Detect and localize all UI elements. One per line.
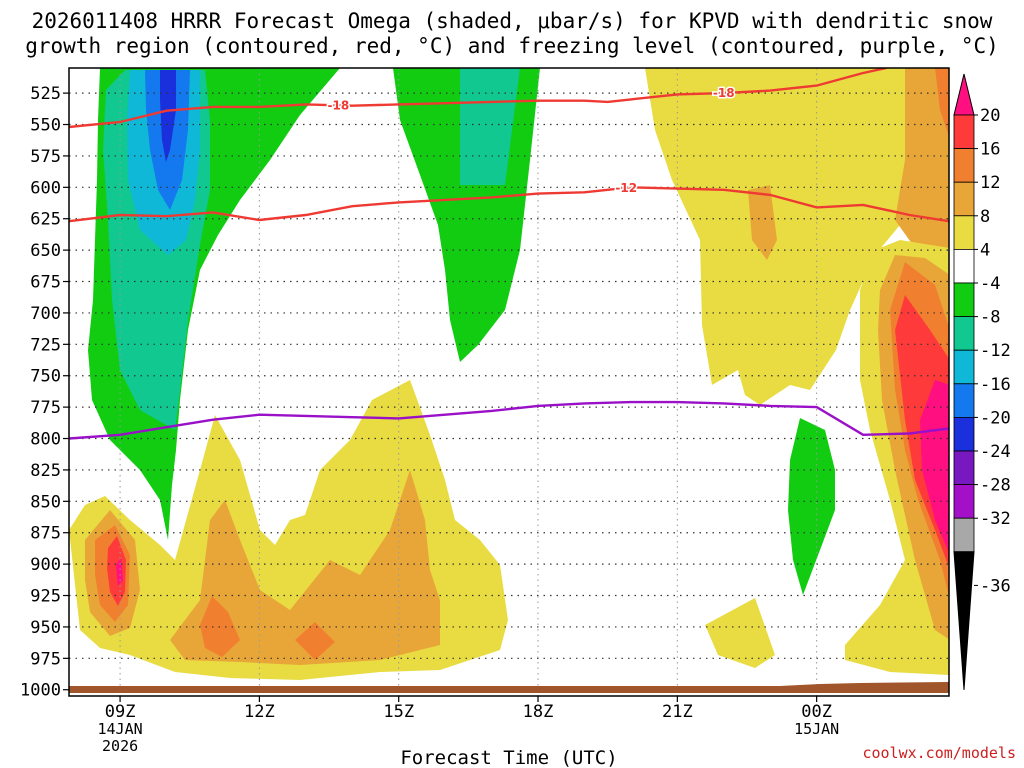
omega-region-gold-upper-east <box>748 185 777 260</box>
omega-shading <box>69 68 949 680</box>
y-tick-label: 750 <box>30 367 61 387</box>
y-axis: 525 550 575 600 625 650 675 700 725 750 775 800 825 8… <box>20 84 69 701</box>
omega-region-yellow-small-east <box>705 598 775 668</box>
colorbar-swatch-1 <box>953 114 975 149</box>
ground-terrain-rise <box>780 682 949 686</box>
x-tick-label: 00Z <box>801 702 832 722</box>
omega-region-orange-low2 <box>200 596 240 657</box>
colorbar-label: 8 <box>980 207 990 227</box>
y-tick-label: 625 <box>30 210 61 230</box>
colorbar-swatch-7 <box>953 316 975 351</box>
y-tick-label: 850 <box>30 492 61 512</box>
colorbar-label: -24 <box>980 442 1011 462</box>
y-tick-label: 575 <box>30 147 61 167</box>
contour-label: -18 <box>327 98 349 112</box>
y-tick-label: 800 <box>30 430 61 450</box>
colorbar-swatch-grey <box>953 517 975 553</box>
contour-line-0 <box>69 68 887 129</box>
plot-frame <box>68 67 950 697</box>
y-tick-label: 550 <box>30 116 61 136</box>
y-tick-label: 925 <box>30 587 61 607</box>
x-tick-date: 15JAN <box>794 720 839 738</box>
y-tick-label: 675 <box>30 273 61 293</box>
colorbar-label: -8 <box>980 308 1000 328</box>
colorbar-swatch-6 <box>953 282 975 317</box>
colorbar-label: -16 <box>980 375 1011 395</box>
omega-region-gold-mid <box>170 470 440 665</box>
colorbar-swatch-4 <box>953 215 975 250</box>
colorbar-label: -32 <box>980 509 1011 529</box>
omega-region-orange-top-right <box>935 68 949 137</box>
colorbar-label: -4 <box>980 274 1000 294</box>
x-tick-label: 09Z <box>105 702 136 722</box>
credit-text: coolwx.com/models <box>862 744 1016 762</box>
colorbar-label: -28 <box>980 476 1011 496</box>
colorbar-swatch-8 <box>953 349 975 385</box>
x-tick-date: 14JAN <box>98 720 143 738</box>
colorbar-swatch-12 <box>953 484 975 519</box>
y-tick-label: 900 <box>30 555 61 575</box>
contour-line-1 <box>69 186 949 223</box>
colorbar-swatch-2 <box>953 148 975 183</box>
chart-title-line1: 2026011408 HRRR Forecast Omega (shaded, … <box>32 9 993 33</box>
colorbar-swatch-5 <box>953 248 975 284</box>
colorbar-swatch-3 <box>953 181 975 217</box>
colorbar-swatch-11 <box>953 450 975 485</box>
y-tick-label: 1000 <box>20 681 61 701</box>
x-tick-label: 15Z <box>383 702 414 722</box>
omega-region-red-low <box>107 536 126 606</box>
colorbar-bottom-arrow <box>953 551 975 691</box>
y-tick-label: 875 <box>30 524 61 544</box>
ground-terrain-strip <box>69 686 949 693</box>
y-tick-label: 525 <box>30 84 61 104</box>
x-tick-year: 2026 <box>102 737 138 755</box>
grid-lines <box>69 68 949 696</box>
y-tick-label: 825 <box>30 461 61 481</box>
colorbar-label: 20 <box>980 106 1000 126</box>
chart-title-line2: growth region (contoured, red, °C) and f… <box>25 34 999 58</box>
omega-region-yellow-upper-east <box>645 68 940 405</box>
colorbar-label: 16 <box>980 140 1000 160</box>
contour-label: -18 <box>713 86 735 100</box>
y-tick-label: 600 <box>30 178 61 198</box>
y-tick-label: 775 <box>30 398 61 418</box>
y-tick-label: 700 <box>30 304 61 324</box>
colorbar-top-arrow <box>953 73 975 116</box>
omega-region-gold-top-right <box>895 68 949 250</box>
colorbar-label: 4 <box>980 240 990 260</box>
x-axis-title: Forecast Time (UTC) <box>400 747 617 768</box>
colorbar-swatch-9 <box>953 383 975 418</box>
y-tick-label: 975 <box>30 649 61 669</box>
omega-region-magenta-east-column <box>920 380 949 553</box>
colorbar-label: -20 <box>980 408 1011 428</box>
contour-line-2 <box>69 400 949 440</box>
x-tick-label: 12Z <box>244 702 275 722</box>
colorbar-label: -36 <box>980 576 1011 596</box>
y-tick-label: 650 <box>30 241 61 261</box>
colorbar-label: -12 <box>980 341 1011 361</box>
contour-lines: -18 -18 -12 <box>69 68 949 440</box>
x-tick-label: 21Z <box>662 702 693 722</box>
y-tick-label: 725 <box>30 335 61 355</box>
colorbar: 20 16 12 8 4 -4 -8 -12 -16 -20 -24 -28 -32 -36 <box>953 73 1011 691</box>
y-tick-label: 950 <box>30 618 61 638</box>
colorbar-swatch-10 <box>953 416 975 452</box>
omega-region-green-east <box>788 418 835 595</box>
omega-region-magenta-low <box>116 558 123 586</box>
contour-label: -12 <box>615 181 637 195</box>
colorbar-label: 12 <box>980 173 1000 193</box>
x-tick-label: 18Z <box>523 702 554 722</box>
omega-region-blue-core <box>160 70 176 162</box>
omega-region-orange-low3 <box>295 622 335 660</box>
